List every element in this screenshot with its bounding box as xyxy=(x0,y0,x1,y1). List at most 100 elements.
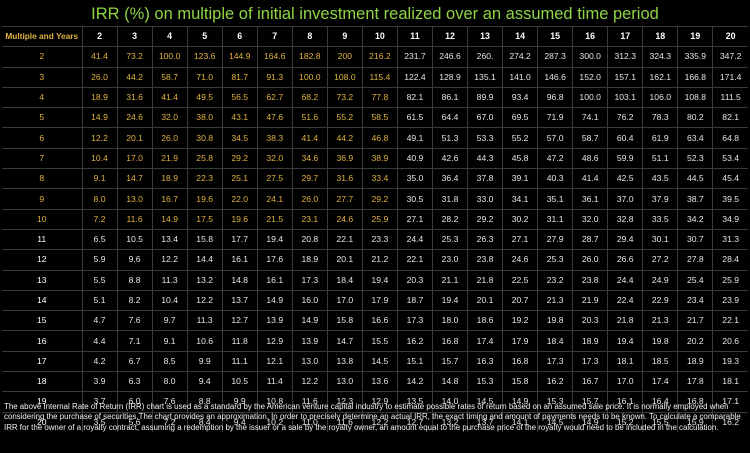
irr-value-cell: 33.0 xyxy=(467,188,503,210)
irr-value-cell: 11.6 xyxy=(326,411,363,432)
year-header: 15 xyxy=(537,25,573,47)
irr-value-cell: 93.4 xyxy=(502,86,538,108)
irr-value-cell: 20.1 xyxy=(326,249,363,271)
irr-value-cell: 25.9 xyxy=(361,208,398,230)
multiple-label: 3 xyxy=(2,66,82,88)
irr-value-cell: 14.2 xyxy=(396,371,433,392)
irr-value-cell: 100.0 xyxy=(151,46,188,68)
year-header: 2 xyxy=(81,25,118,47)
page-title: IRR (%) on multiple of initial investmen… xyxy=(91,5,659,23)
irr-value-cell: 8.0 xyxy=(151,371,188,392)
irr-value-cell: 17.6 xyxy=(256,249,293,271)
irr-value-cell: 16.6 xyxy=(361,310,398,331)
irr-value-cell: 35.1 xyxy=(537,188,573,210)
multiple-label: 18 xyxy=(2,371,82,392)
irr-value-cell: 38.0 xyxy=(186,107,223,128)
irr-value-cell: 28.2 xyxy=(431,208,468,230)
irr-value-cell: 21.5 xyxy=(256,208,293,230)
irr-value-cell: 25.3 xyxy=(537,249,573,271)
irr-value-cell: 14.8 xyxy=(431,371,468,392)
irr-value-cell: 10.8 xyxy=(256,391,293,413)
table-row: 20 3.5 5.6 7.2 8.4 9.4 10.2 11.0 11.6 12.2 12.7 13.… xyxy=(2,411,748,432)
irr-value-cell: 21.8 xyxy=(607,310,643,331)
irr-value-cell: 41.4 xyxy=(151,86,188,108)
irr-value-cell: 23.9 xyxy=(712,289,748,311)
irr-value-cell: 30.8 xyxy=(186,127,223,149)
multiple-label: 12 xyxy=(2,249,82,271)
irr-value-cell: 17.5 xyxy=(186,208,223,230)
irr-value-cell: 246.6 xyxy=(431,46,468,68)
irr-value-cell: 13.0 xyxy=(326,371,363,392)
irr-value-cell: 20.7 xyxy=(502,289,538,311)
irr-value-cell: 20.3 xyxy=(572,310,608,331)
irr-value-cell: 67.0 xyxy=(467,107,503,128)
multiple-label: 8 xyxy=(2,168,82,189)
irr-value-cell: 12.2 xyxy=(151,249,188,271)
irr-value-cell: 45.4 xyxy=(712,168,748,189)
irr-value-cell: 14.9 xyxy=(291,310,328,331)
irr-value-cell: 22.0 xyxy=(221,188,258,210)
irr-value-cell: 22.3 xyxy=(186,168,223,189)
irr-value-cell: 115.4 xyxy=(361,66,398,88)
irr-value-cell: 26.0 xyxy=(151,127,188,149)
irr-value-cell: 144.9 xyxy=(221,46,258,68)
irr-value-cell: 108.0 xyxy=(326,66,363,88)
irr-value-cell: 24.6 xyxy=(116,107,153,128)
irr-value-cell: 18.5 xyxy=(642,350,678,372)
irr-value-cell: 91.3 xyxy=(256,66,293,88)
irr-value-cell: 9.6 xyxy=(116,249,153,271)
irr-value-cell: 12.2 xyxy=(361,411,398,432)
irr-value-cell: 146.6 xyxy=(537,66,573,88)
multiple-label: 5 xyxy=(2,107,82,128)
irr-value-cell: 18.9 xyxy=(572,330,608,352)
irr-value-cell: 16.1 xyxy=(607,391,643,413)
irr-value-cell: 48.6 xyxy=(572,147,608,169)
irr-value-cell: 9.9 xyxy=(221,391,258,413)
irr-value-cell: 4.7 xyxy=(81,310,118,331)
irr-value-cell: 7.6 xyxy=(151,391,188,413)
header-row: Multiple and Years 2 3 4 5 6 7 8 9 10 11 12 13 14 15 1… xyxy=(2,25,748,47)
year-header: 7 xyxy=(256,25,293,47)
irr-value-cell: 13.0 xyxy=(116,188,153,210)
irr-value-cell: 5.6 xyxy=(116,411,153,432)
irr-value-cell: 78.3 xyxy=(642,107,678,128)
irr-value-cell: 108.8 xyxy=(677,86,713,108)
table-body: 2 41.4 73.2 100.0 123.6 144.9 164.6 182.8 200 216… xyxy=(2,46,748,432)
irr-value-cell: 16.2 xyxy=(712,411,748,432)
irr-value-cell: 7.2 xyxy=(81,208,118,230)
irr-value-cell: 43.5 xyxy=(642,168,678,189)
irr-value-cell: 23.4 xyxy=(677,289,713,311)
irr-value-cell: 17.9 xyxy=(361,289,398,311)
irr-value-cell: 14.5 xyxy=(537,411,573,432)
table-row: 12 5.9 9.6 12.2 14.4 16.1 17.6 18.9 20.1 21.2 22.1… xyxy=(2,249,748,271)
irr-value-cell: 18.9 xyxy=(151,168,188,189)
irr-value-cell: 13.2 xyxy=(186,269,223,291)
table-row: 6 12.2 20.1 26.0 30.8 34.5 38.3 41.4 44.2 46.8 49.… xyxy=(2,127,748,149)
irr-value-cell: 82.1 xyxy=(396,86,433,108)
irr-value-cell: 17.3 xyxy=(572,350,608,372)
irr-value-cell: 164.6 xyxy=(256,46,293,68)
irr-value-cell: 23.2 xyxy=(537,269,573,291)
year-header: 18 xyxy=(642,25,678,47)
irr-value-cell: 37.0 xyxy=(607,188,643,210)
irr-value-cell: 6.7 xyxy=(116,350,153,372)
irr-value-cell: 53.3 xyxy=(467,127,503,149)
irr-value-cell: 39.5 xyxy=(712,188,748,210)
irr-value-cell: 10.6 xyxy=(186,330,223,352)
table-row: 17 4.2 6.7 8.5 9.9 11.1 12.1 13.0 13.8 14.5 15.1 15… xyxy=(2,350,748,372)
irr-value-cell: 15.3 xyxy=(467,371,503,392)
irr-value-cell: 61.9 xyxy=(642,127,678,149)
footnote: The above Internal Rate of Return (IRR) … xyxy=(4,402,741,432)
irr-value-cell: 77.8 xyxy=(361,86,398,108)
irr-value-cell: 13.4 xyxy=(151,228,188,250)
irr-value-cell: 17.3 xyxy=(396,310,433,331)
irr-value-cell: 8.0 xyxy=(81,188,118,210)
irr-value-cell: 18.6 xyxy=(467,310,503,331)
irr-value-cell: 34.5 xyxy=(221,127,258,149)
irr-value-cell: 11.3 xyxy=(151,269,188,291)
irr-value-cell: 123.6 xyxy=(186,46,223,68)
irr-value-cell: 122.4 xyxy=(396,66,433,88)
irr-value-cell: 100.0 xyxy=(291,66,328,88)
irr-value-cell: 44.5 xyxy=(677,168,713,189)
irr-value-cell: 20.3 xyxy=(396,269,433,291)
